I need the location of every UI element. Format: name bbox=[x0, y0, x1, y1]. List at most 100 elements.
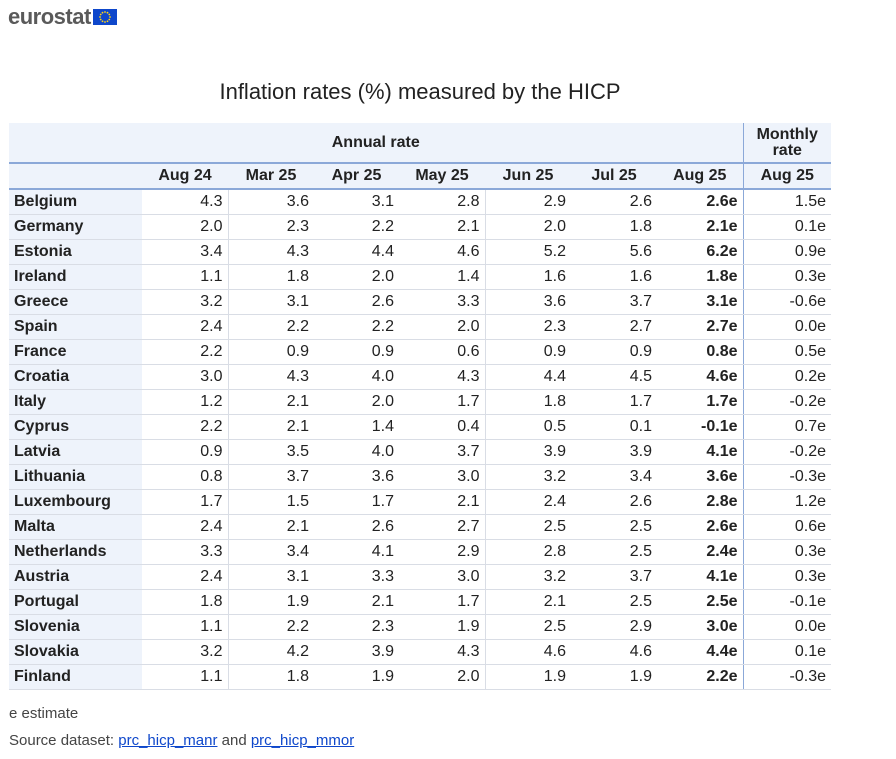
value-cell: 2.1 bbox=[399, 214, 485, 240]
value-cell: 2.4e bbox=[657, 539, 743, 565]
source-link-manr[interactable]: prc_hicp_manr bbox=[118, 732, 218, 749]
country-cell: Austria bbox=[9, 564, 142, 590]
value-cell: 3.4 bbox=[227, 539, 314, 565]
value-cell: 0.8e bbox=[657, 339, 743, 365]
eurostat-logo[interactable]: eurostat bbox=[8, 4, 117, 30]
value-cell: 3.2 bbox=[484, 464, 571, 490]
value-cell: 1.7 bbox=[142, 489, 228, 515]
table-row: Netherlands 3.3 3.4 4.1 2.9 2.8 2.5 2.4e 0.3e bbox=[9, 539, 831, 565]
value-cell: 0.3e bbox=[742, 539, 831, 565]
value-cell: 2.3 bbox=[484, 314, 571, 340]
value-cell: 4.3 bbox=[142, 189, 228, 215]
value-cell: 6.2e bbox=[657, 239, 743, 265]
value-cell: 1.2e bbox=[742, 489, 831, 515]
value-cell: 2.5e bbox=[657, 589, 743, 615]
value-cell: 3.2 bbox=[142, 639, 228, 665]
eu-flag-icon bbox=[92, 9, 117, 25]
value-cell: 3.6e bbox=[657, 464, 743, 490]
value-cell: 3.9 bbox=[314, 639, 399, 665]
table-row: Malta 2.4 2.1 2.6 2.7 2.5 2.5 2.6e 0.6e bbox=[9, 514, 831, 540]
source-link-mmor[interactable]: prc_hicp_mmor bbox=[250, 732, 355, 749]
column-header: Mar 25 bbox=[228, 163, 314, 190]
value-cell: 3.0 bbox=[399, 564, 485, 590]
value-cell: -0.3e bbox=[742, 664, 831, 690]
value-cell: 1.9 bbox=[484, 664, 571, 690]
value-cell: 0.8 bbox=[142, 464, 228, 490]
value-cell: 4.4e bbox=[657, 639, 743, 665]
value-cell: 5.6 bbox=[571, 239, 657, 265]
value-cell: 0.0e bbox=[742, 614, 831, 640]
value-cell: 2.7 bbox=[571, 314, 657, 340]
value-cell: 0.7e bbox=[742, 414, 831, 440]
value-cell: 2.2 bbox=[227, 314, 314, 340]
value-cell: 2.2 bbox=[314, 214, 399, 240]
country-cell: Finland bbox=[9, 664, 142, 690]
value-cell: 2.6 bbox=[314, 289, 399, 315]
value-cell: 4.2 bbox=[227, 639, 314, 665]
value-cell: 0.6e bbox=[742, 514, 831, 540]
value-cell: 0.9 bbox=[484, 339, 571, 365]
value-cell: 3.3 bbox=[142, 539, 228, 565]
value-cell: 4.6 bbox=[484, 639, 571, 665]
country-cell: Lithuania bbox=[9, 464, 142, 490]
chart-title: Inflation rates (%) measured by the HICP bbox=[219, 79, 621, 104]
table-row: Slovakia 3.2 4.2 3.9 4.3 4.6 4.6 4.4e 0.1e bbox=[9, 639, 831, 665]
table-row: Italy 1.2 2.1 2.0 1.7 1.8 1.7 1.7e -0.2e bbox=[9, 389, 831, 415]
value-cell: 2.0 bbox=[484, 214, 571, 240]
value-cell: 1.7e bbox=[657, 389, 743, 415]
value-cell: 3.7 bbox=[227, 464, 314, 490]
value-cell: 2.0 bbox=[314, 264, 399, 290]
value-cell: 1.7 bbox=[399, 589, 485, 615]
value-cell: 2.1 bbox=[227, 414, 314, 440]
value-cell: 4.1e bbox=[657, 439, 743, 465]
value-cell: 2.6 bbox=[571, 189, 657, 215]
value-cell: 2.0 bbox=[314, 389, 399, 415]
value-cell: 2.2 bbox=[142, 414, 228, 440]
value-cell: 1.9 bbox=[571, 664, 657, 690]
value-cell: 4.3 bbox=[399, 364, 485, 390]
value-cell: 2.0 bbox=[142, 214, 228, 240]
value-cell: 3.9 bbox=[484, 439, 571, 465]
value-cell: 2.2e bbox=[657, 664, 743, 690]
value-cell: 3.3 bbox=[399, 289, 485, 315]
logo-text: eurostat bbox=[8, 4, 91, 29]
column-header: Aug 24 bbox=[142, 163, 228, 190]
value-cell: 1.7 bbox=[571, 389, 657, 415]
value-cell: 2.9 bbox=[399, 539, 485, 565]
value-cell: 2.5 bbox=[571, 589, 657, 615]
value-cell: 2.8 bbox=[399, 189, 485, 215]
value-cell: 1.9 bbox=[227, 589, 314, 615]
value-cell: -0.1e bbox=[742, 589, 831, 615]
value-cell: 2.2 bbox=[227, 614, 314, 640]
table-row: Croatia 3.0 4.3 4.0 4.3 4.4 4.5 4.6e 0.2e bbox=[9, 364, 831, 390]
value-cell: 1.7 bbox=[314, 489, 399, 515]
value-cell: 0.5e bbox=[742, 339, 831, 365]
table-row: Cyprus 2.2 2.1 1.4 0.4 0.5 0.1 -0.1e 0.7e bbox=[9, 414, 831, 440]
value-cell: 1.5 bbox=[227, 489, 314, 515]
country-cell: Greece bbox=[9, 289, 142, 315]
value-cell: 3.6 bbox=[314, 464, 399, 490]
inflation-table: Annual rate Monthly rate Aug 24 Mar 25 Apr… bbox=[9, 123, 831, 690]
value-cell: 0.2e bbox=[742, 364, 831, 390]
value-cell: 2.3 bbox=[314, 614, 399, 640]
value-cell: -0.2e bbox=[742, 439, 831, 465]
value-cell: 2.1 bbox=[314, 589, 399, 615]
country-cell: Ireland bbox=[9, 264, 142, 290]
value-cell: 2.6e bbox=[657, 514, 743, 540]
value-cell: 2.5 bbox=[571, 539, 657, 565]
value-cell: 2.1e bbox=[657, 214, 743, 240]
value-cell: 2.0 bbox=[399, 664, 485, 690]
value-cell: 3.2 bbox=[142, 289, 228, 315]
value-cell: 0.3e bbox=[742, 564, 831, 590]
footnote: e estimate bbox=[9, 705, 79, 722]
country-cell: France bbox=[9, 339, 142, 365]
country-cell: Netherlands bbox=[9, 539, 142, 565]
value-cell: -0.3e bbox=[742, 464, 831, 490]
value-cell: 4.5 bbox=[571, 364, 657, 390]
value-cell: 2.1 bbox=[227, 389, 314, 415]
value-cell: 0.9e bbox=[742, 239, 831, 265]
value-cell: 2.2 bbox=[314, 314, 399, 340]
value-cell: 3.5 bbox=[227, 439, 314, 465]
value-cell: 3.1e bbox=[657, 289, 743, 315]
column-header: Aug 25 bbox=[742, 163, 831, 190]
